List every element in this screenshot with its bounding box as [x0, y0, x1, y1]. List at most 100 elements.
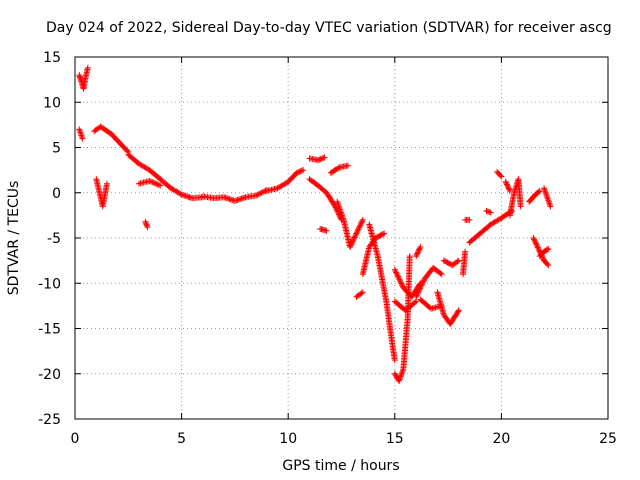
x-tick-label: 25 — [599, 431, 617, 447]
data-point — [350, 235, 357, 242]
data-point — [534, 243, 541, 250]
data-point — [177, 190, 184, 197]
data-point — [544, 195, 551, 202]
y-tick-label: 10 — [43, 95, 61, 111]
data-point — [393, 269, 400, 276]
data-point — [293, 169, 300, 176]
data-point — [535, 245, 542, 252]
data-point — [417, 285, 424, 292]
data-point — [155, 181, 162, 188]
data-point — [531, 237, 538, 244]
data-point — [503, 180, 510, 187]
data-point — [150, 179, 157, 186]
data-point — [352, 233, 359, 240]
data-point — [399, 281, 406, 288]
data-point — [437, 270, 444, 277]
data-point — [536, 187, 543, 194]
data-point — [78, 132, 85, 139]
data-point — [546, 200, 553, 207]
y-tick-label: 0 — [52, 186, 61, 202]
data-point — [454, 308, 461, 315]
data-point — [76, 126, 83, 133]
data-point — [535, 188, 542, 195]
y-tick-label: -5 — [47, 231, 61, 247]
data-point — [398, 280, 405, 287]
data-point — [348, 239, 355, 246]
data-point — [358, 290, 365, 297]
data-point — [359, 218, 366, 225]
data-point — [398, 372, 405, 379]
data-point — [258, 189, 265, 196]
data-point — [147, 178, 154, 185]
data-point — [399, 367, 406, 374]
data-point — [454, 258, 461, 265]
data-point — [298, 167, 305, 174]
data-point — [530, 235, 537, 241]
data-point — [542, 188, 549, 195]
data-point — [142, 218, 149, 225]
data-point — [391, 266, 398, 273]
data-point — [392, 268, 399, 275]
data-point — [483, 207, 490, 214]
data-point — [536, 247, 543, 254]
data-point — [415, 288, 422, 295]
data-point — [355, 225, 362, 232]
data-point — [103, 180, 110, 187]
data-point — [79, 135, 86, 142]
data-point — [542, 189, 549, 196]
y-tick-label: -10 — [38, 276, 61, 292]
data-point — [255, 191, 262, 198]
y-tick-label: -20 — [38, 367, 61, 383]
x-tick-label: 0 — [71, 431, 80, 447]
data-point — [397, 375, 404, 382]
x-axis-label: GPS time / hours — [282, 458, 399, 474]
data-point — [352, 231, 359, 238]
data-point — [157, 182, 164, 189]
data-point — [357, 222, 364, 229]
data-point — [487, 209, 494, 216]
data-point — [504, 182, 511, 189]
data-point — [544, 261, 551, 268]
data-point — [505, 185, 512, 192]
data-point — [544, 194, 551, 201]
data-point — [502, 178, 509, 185]
data-point — [484, 208, 491, 215]
data-point — [416, 245, 423, 252]
data-point — [503, 181, 510, 188]
data-point — [419, 279, 426, 286]
data-point — [151, 180, 158, 187]
data-point — [347, 242, 354, 249]
data-point — [541, 186, 548, 193]
data-point — [253, 192, 260, 199]
data-point — [406, 253, 413, 260]
data-point — [534, 244, 541, 251]
data-point — [359, 289, 366, 296]
x-tick-labels: 0 5 10 15 20 25 — [71, 431, 617, 447]
data-point — [153, 180, 160, 187]
data-point — [397, 277, 404, 284]
data-point — [539, 255, 546, 262]
x-tick-label: 15 — [386, 431, 404, 447]
data-point — [259, 189, 266, 196]
data-point — [486, 209, 493, 216]
data-point — [505, 184, 512, 191]
data-point — [394, 272, 401, 279]
data-point — [349, 238, 356, 245]
data-point — [315, 157, 322, 164]
data-point — [533, 241, 540, 248]
data-point — [543, 191, 550, 198]
data-point — [543, 192, 550, 199]
data-point — [379, 231, 386, 238]
data-point — [317, 156, 324, 163]
data-point — [414, 250, 421, 257]
data-point — [498, 173, 505, 180]
data-point — [413, 253, 420, 260]
y-tick-labels: 15 10 5 0 -5 -10 -15 -20 -25 — [38, 50, 61, 428]
data-point — [358, 219, 365, 226]
data-point — [438, 271, 445, 278]
data-point — [354, 229, 361, 236]
data-point — [381, 230, 388, 237]
data-point — [344, 162, 351, 169]
axis-ticks — [74, 56, 609, 420]
